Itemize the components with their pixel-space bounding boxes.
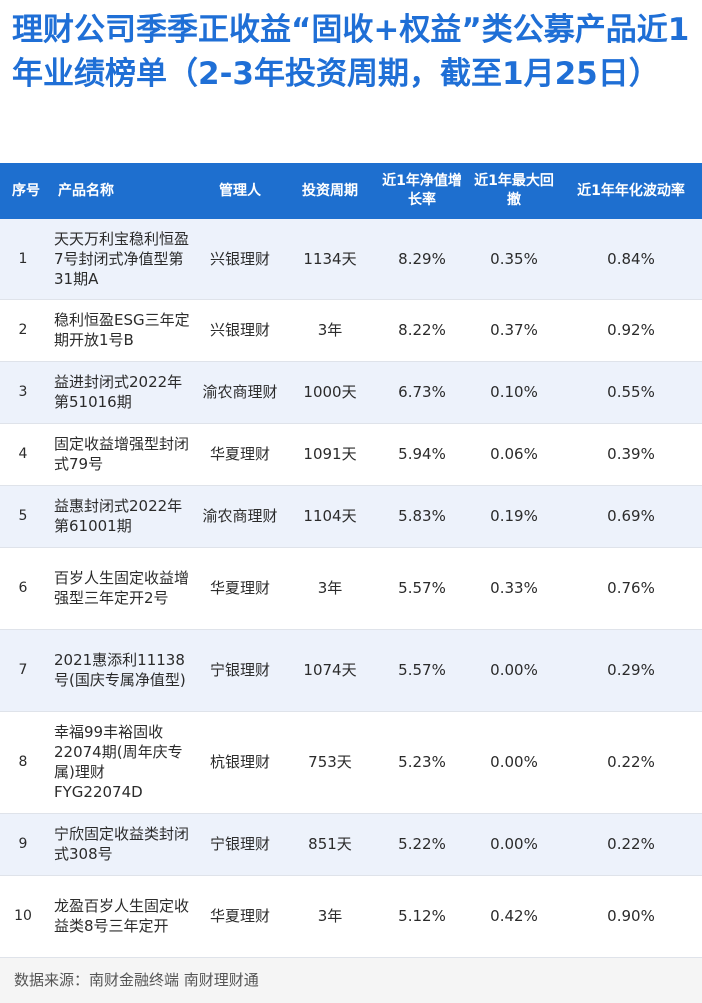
row-growth: 5.12%	[376, 875, 468, 958]
row-product-name: 天天万利宝稳利恒盈7号封闭式净值型第31期A	[46, 219, 196, 300]
row-growth: 8.29%	[376, 219, 468, 300]
row-volatility: 0.22%	[560, 711, 702, 814]
row-period: 753天	[284, 711, 376, 814]
table-row: 7 2021惠添利11138号(国庆专属净值型) 宁银理财 1074天 5.57…	[0, 629, 702, 712]
row-manager: 渝农商理财	[196, 361, 284, 424]
ranking-table-container: 序号 产品名称 管理人 投资周期 近1年净值增长率 近1年最大回撤 近1年年化波…	[0, 163, 702, 958]
row-drawdown: 0.35%	[468, 219, 560, 300]
data-source-footer: 数据来源：南财金融终端 南财理财通	[0, 958, 702, 1003]
row-manager: 兴银理财	[196, 299, 284, 362]
row-period: 3年	[284, 299, 376, 362]
row-volatility: 0.29%	[560, 629, 702, 712]
row-product-name: 百岁人生固定收益增强型三年定开2号	[46, 547, 196, 630]
table-row: 4 固定收益增强型封闭式79号 华夏理财 1091天 5.94% 0.06% 0…	[0, 423, 702, 486]
row-manager: 宁银理财	[196, 813, 284, 876]
row-index: 3	[0, 361, 46, 424]
row-period: 1091天	[284, 423, 376, 486]
row-manager: 渝农商理财	[196, 485, 284, 548]
header-product-name: 产品名称	[46, 163, 196, 219]
row-index: 8	[0, 711, 46, 814]
row-period: 3年	[284, 875, 376, 958]
page-title: 理财公司季季正收益“固收+权益”类公募产品近1年业绩榜单（2-3年投资周期，截至…	[12, 12, 690, 92]
row-volatility: 0.90%	[560, 875, 702, 958]
row-manager: 华夏理财	[196, 875, 284, 958]
row-index: 7	[0, 629, 46, 712]
table-row: 6 百岁人生固定收益增强型三年定开2号 华夏理财 3年 5.57% 0.33% …	[0, 547, 702, 630]
row-period: 1134天	[284, 219, 376, 300]
row-manager: 华夏理财	[196, 423, 284, 486]
row-volatility: 0.76%	[560, 547, 702, 630]
table-row: 9 宁欣固定收益类封闭式308号 宁银理财 851天 5.22% 0.00% 0…	[0, 813, 702, 876]
row-period: 1074天	[284, 629, 376, 712]
row-product-name: 固定收益增强型封闭式79号	[46, 423, 196, 486]
row-growth: 5.23%	[376, 711, 468, 814]
row-volatility: 0.39%	[560, 423, 702, 486]
row-index: 4	[0, 423, 46, 486]
table-header-row: 序号 产品名称 管理人 投资周期 近1年净值增长率 近1年最大回撤 近1年年化波…	[0, 163, 702, 219]
table-row: 8 幸福99丰裕固收22074期(周年庆专属)理财FYG22074D 杭银理财 …	[0, 711, 702, 814]
row-manager: 杭银理财	[196, 711, 284, 814]
row-period: 851天	[284, 813, 376, 876]
row-growth: 8.22%	[376, 299, 468, 362]
header-period: 投资周期	[284, 163, 376, 219]
row-product-name: 幸福99丰裕固收22074期(周年庆专属)理财FYG22074D	[46, 711, 196, 814]
row-volatility: 0.84%	[560, 219, 702, 300]
table-row: 5 益惠封闭式2022年第61001期 渝农商理财 1104天 5.83% 0.…	[0, 485, 702, 548]
table-row: 10 龙盈百岁人生固定收益类8号三年定开 华夏理财 3年 5.12% 0.42%…	[0, 875, 702, 958]
row-growth: 5.94%	[376, 423, 468, 486]
row-product-name: 益进封闭式2022年第51016期	[46, 361, 196, 424]
row-product-name: 宁欣固定收益类封闭式308号	[46, 813, 196, 876]
row-drawdown: 0.00%	[468, 711, 560, 814]
row-growth: 5.57%	[376, 629, 468, 712]
row-drawdown: 0.42%	[468, 875, 560, 958]
row-index: 1	[0, 219, 46, 300]
row-product-name: 龙盈百岁人生固定收益类8号三年定开	[46, 875, 196, 958]
row-drawdown: 0.10%	[468, 361, 560, 424]
header-index: 序号	[0, 163, 46, 219]
row-drawdown: 0.00%	[468, 813, 560, 876]
row-growth: 5.83%	[376, 485, 468, 548]
row-index: 2	[0, 299, 46, 362]
table-row: 1 天天万利宝稳利恒盈7号封闭式净值型第31期A 兴银理财 1134天 8.29…	[0, 219, 702, 300]
table-row: 3 益进封闭式2022年第51016期 渝农商理财 1000天 6.73% 0.…	[0, 361, 702, 424]
row-index: 6	[0, 547, 46, 630]
row-product-name: 稳利恒盈ESG三年定期开放1号B	[46, 299, 196, 362]
row-drawdown: 0.00%	[468, 629, 560, 712]
header-growth: 近1年净值增长率	[376, 163, 468, 219]
header-manager: 管理人	[196, 163, 284, 219]
row-manager: 兴银理财	[196, 219, 284, 300]
row-drawdown: 0.33%	[468, 547, 560, 630]
header-drawdown: 近1年最大回撤	[468, 163, 560, 219]
row-period: 3年	[284, 547, 376, 630]
row-growth: 5.57%	[376, 547, 468, 630]
row-manager: 华夏理财	[196, 547, 284, 630]
row-volatility: 0.55%	[560, 361, 702, 424]
row-drawdown: 0.19%	[468, 485, 560, 548]
row-index: 5	[0, 485, 46, 548]
row-index: 9	[0, 813, 46, 876]
row-volatility: 0.69%	[560, 485, 702, 548]
row-period: 1104天	[284, 485, 376, 548]
row-product-name: 2021惠添利11138号(国庆专属净值型)	[46, 629, 196, 712]
row-drawdown: 0.06%	[468, 423, 560, 486]
ranking-table: 序号 产品名称 管理人 投资周期 近1年净值增长率 近1年最大回撤 近1年年化波…	[0, 163, 702, 958]
header-volatility: 近1年年化波动率	[560, 163, 702, 219]
row-index: 10	[0, 875, 46, 958]
row-manager: 宁银理财	[196, 629, 284, 712]
row-growth: 5.22%	[376, 813, 468, 876]
row-product-name: 益惠封闭式2022年第61001期	[46, 485, 196, 548]
row-volatility: 0.92%	[560, 299, 702, 362]
row-volatility: 0.22%	[560, 813, 702, 876]
table-row: 2 稳利恒盈ESG三年定期开放1号B 兴银理财 3年 8.22% 0.37% 0…	[0, 299, 702, 362]
row-growth: 6.73%	[376, 361, 468, 424]
row-period: 1000天	[284, 361, 376, 424]
row-drawdown: 0.37%	[468, 299, 560, 362]
